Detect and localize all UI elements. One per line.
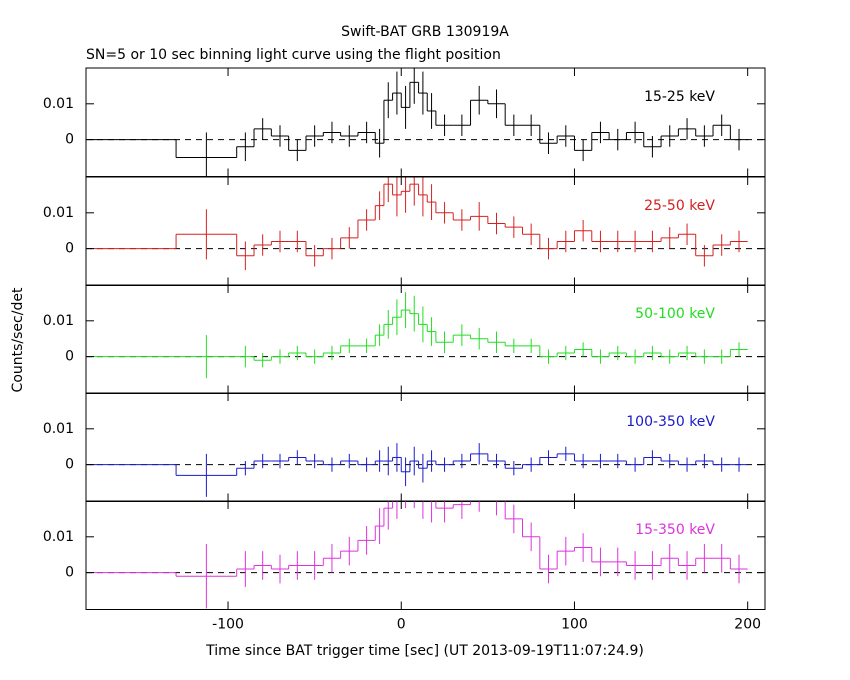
series [89, 501, 748, 609]
y-tick-label: 0.01 [43, 313, 74, 329]
y-tick-label: 0.01 [43, 421, 74, 437]
x-tick-label: 200 [734, 617, 761, 633]
x-tick-label: 0 [397, 617, 406, 633]
panel-label: 25-50 keV [644, 198, 715, 214]
x-tick-label: -100 [212, 617, 244, 633]
chart-subtitle: SN=5 or 10 sec binning light curve using… [86, 47, 501, 63]
y-tick-label: 0 [65, 565, 74, 581]
panel-label: 15-25 keV [644, 89, 715, 105]
x-axis-title: Time since BAT trigger time [sec] (UT 20… [205, 643, 644, 659]
y-axis-title: Counts/sec/det [10, 287, 26, 392]
y-tick-label: 0 [65, 349, 74, 365]
y-tick-label: 0.01 [43, 205, 74, 221]
panel-label: 50-100 keV [635, 306, 715, 322]
x-tick-label: 100 [561, 617, 588, 633]
panel-frame [85, 67, 766, 177]
panel-frame [85, 284, 766, 394]
panel-label: 15-350 keV [635, 522, 715, 538]
series [89, 443, 748, 497]
y-tick-label: 0.01 [43, 96, 74, 112]
y-tick-label: 0 [65, 241, 74, 257]
panel-frame [85, 176, 766, 286]
y-tick-label: 0 [65, 132, 74, 148]
panel-label: 100-350 keV [626, 414, 715, 430]
chart-title: Swift-BAT GRB 130919A [341, 24, 509, 40]
y-tick-label: 0 [65, 457, 74, 473]
series [89, 292, 748, 379]
panel-frame [85, 392, 766, 502]
y-tick-label: 0.01 [43, 529, 74, 545]
series [89, 68, 748, 177]
series [89, 177, 748, 271]
panel-frame [85, 500, 766, 610]
